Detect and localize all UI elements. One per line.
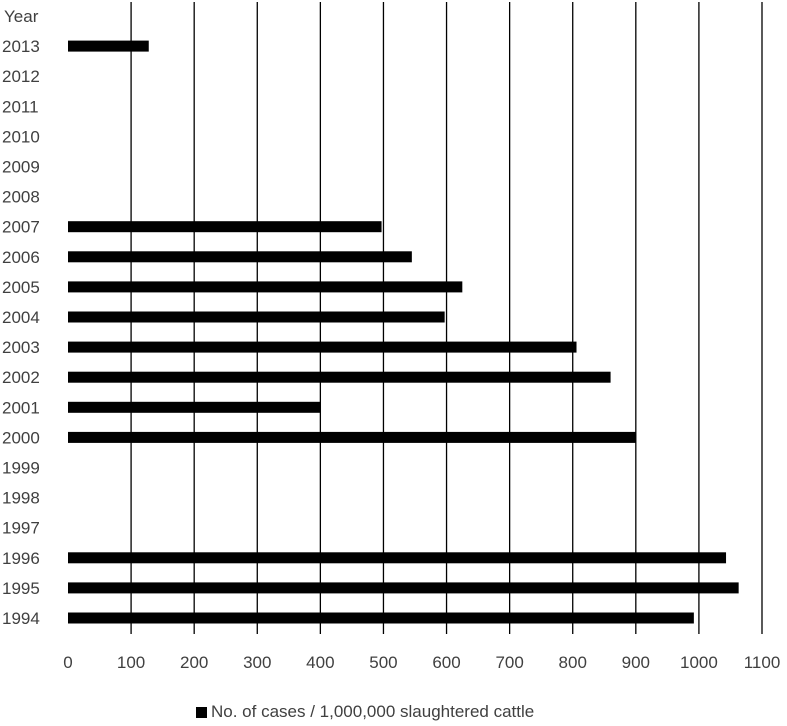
category-label: 2010: [2, 127, 40, 146]
bar-2006: [68, 251, 412, 263]
x-tick-label: 800: [559, 653, 587, 672]
legend: No. of cases / 1,000,000 slaughtered cat…: [196, 702, 534, 722]
category-label: 2003: [2, 338, 40, 357]
x-tick-label: 700: [495, 653, 523, 672]
x-tick-label: 1100: [744, 653, 781, 672]
category-labels: Year 1994 1995 1996 1997 1998 1999 2000 2001 200…: [2, 7, 40, 628]
bar-2013: [68, 40, 149, 52]
category-label: 1997: [2, 519, 40, 538]
category-label: 2011: [2, 97, 39, 116]
x-tick-label: 500: [369, 653, 397, 672]
tick-labels: 0 100 200 300 400 500 600 700 800 900 1000 1100: [63, 653, 780, 672]
x-tick-label: 1000: [680, 653, 718, 672]
category-label: 2009: [2, 158, 40, 177]
category-label: 2013: [2, 37, 40, 56]
bar-2002: [68, 371, 611, 383]
category-header: Year: [4, 7, 39, 26]
bar-1994: [68, 612, 694, 624]
x-tick-label: 200: [180, 653, 208, 672]
x-tick-label: 600: [432, 653, 460, 672]
category-label: 2007: [2, 218, 40, 237]
x-tick-label: 100: [117, 653, 145, 672]
bar-2007: [68, 221, 382, 233]
x-tick-label: 400: [306, 653, 334, 672]
bar-2003: [68, 341, 577, 353]
category-label: 1995: [2, 579, 40, 598]
bar-2000: [68, 431, 636, 443]
bar-1996: [68, 552, 727, 564]
category-label: 2008: [2, 188, 40, 207]
bar-2001: [68, 401, 321, 413]
bar-2005: [68, 281, 463, 293]
category-label: 1994: [2, 609, 40, 628]
category-label: 2012: [2, 67, 40, 86]
category-label: 2002: [2, 368, 40, 387]
x-tick-label: 900: [622, 653, 650, 672]
legend-label: No. of cases / 1,000,000 slaughtered cat…: [211, 702, 535, 721]
x-tick-label: 0: [63, 653, 72, 672]
category-label: 2004: [2, 308, 40, 327]
bar-1995: [68, 582, 739, 594]
category-label: 1996: [2, 549, 40, 568]
bars: [68, 40, 739, 624]
category-label: 2000: [2, 428, 40, 447]
bar-2004: [68, 311, 445, 323]
category-label: 2005: [2, 278, 40, 297]
category-label: 2006: [2, 248, 40, 267]
category-label: 1998: [2, 489, 40, 508]
category-label: 2001: [2, 398, 40, 417]
legend-swatch: [196, 706, 207, 718]
x-tick-label: 300: [243, 653, 271, 672]
category-label: 1999: [2, 459, 40, 478]
